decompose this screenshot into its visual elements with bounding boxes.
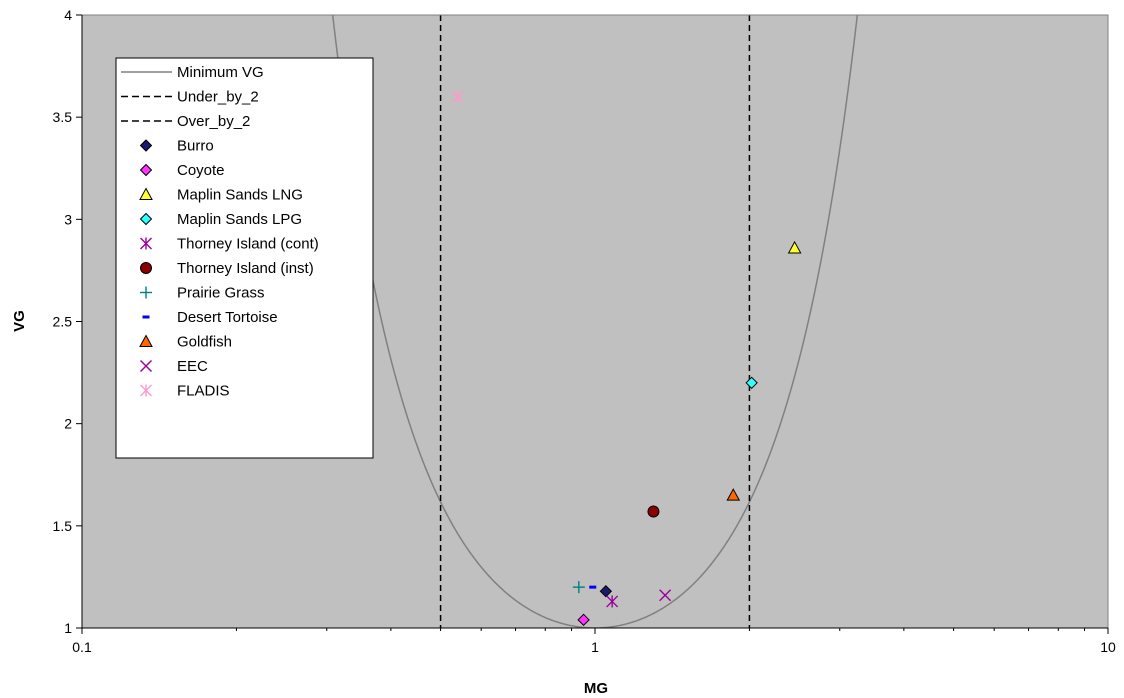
legend-label: Maplin Sands LPG [177, 211, 302, 228]
maplin-sands-lng-point [787, 240, 802, 254]
y-tick-label: 1.5 [53, 518, 73, 534]
legend-label: Coyote [177, 162, 225, 179]
legend-item-thorney-island-cont: Thorney Island (cont) [140, 236, 319, 253]
legend-label: Under_by_2 [177, 89, 259, 106]
x-axis-title: MG [584, 680, 608, 697]
y-tick-label: 4 [64, 7, 72, 23]
prairie-grass-point [572, 581, 585, 594]
maplin-sands-lpg-point [745, 376, 758, 390]
goldfish-point [726, 488, 741, 501]
legend-item-minimum-vg: Minimum VG [121, 64, 264, 81]
legend-label: Minimum VG [177, 64, 264, 81]
y-tick-label: 3.5 [53, 109, 73, 125]
coyote-point [577, 613, 590, 627]
y-tick-label: 3 [64, 211, 72, 227]
x-tick-label: 0.1 [72, 639, 92, 655]
legend-item-fladis: FLADIS [140, 383, 230, 400]
legend-label: Over_by_2 [177, 113, 250, 130]
legend: Minimum VG Under_by_2 Over_by_2 Burro Coyote… [115, 57, 374, 459]
legend-swatch [140, 286, 152, 299]
legend-label: Burro [177, 138, 214, 155]
y-tick-label: 2.5 [53, 314, 73, 330]
legend-item-thorney-island-inst: Thorney Island (inst) [140, 260, 314, 277]
legend-swatch [139, 187, 153, 200]
legend-label: FLADIS [177, 383, 230, 400]
legend-label: Thorney Island (cont) [177, 236, 319, 253]
legend-label: Prairie Grass [177, 285, 265, 302]
legend-item-over-by-2: Over_by_2 [121, 113, 250, 130]
legend-label: Goldfish [177, 334, 232, 351]
burro-point [599, 585, 613, 598]
eec-point [659, 589, 672, 602]
legend-item-goldfish: Goldfish [139, 334, 232, 351]
legend-item-prairie-grass: Prairie Grass [140, 285, 265, 302]
fladis-point [451, 90, 464, 103]
legend-item-maplin-sands-lng: Maplin Sands LNG [139, 187, 303, 204]
legend-label: Desert Tortoise [177, 309, 278, 326]
legend-swatch [139, 334, 153, 347]
y-axis-title: VG [11, 310, 28, 332]
legend-swatch [139, 163, 153, 177]
legend-item-coyote: Coyote [139, 162, 225, 179]
legend-swatch [140, 262, 152, 274]
legend-swatch [139, 212, 153, 226]
x-tick-label: 1 [591, 639, 599, 655]
legend-swatch [140, 384, 152, 397]
legend-swatch [140, 360, 152, 372]
y-tick-label: 2 [64, 416, 72, 432]
legend-item-under-by-2: Under_by_2 [121, 89, 259, 106]
legend-swatch [140, 237, 152, 250]
minimum-vg-curve [331, 15, 859, 628]
thorney-island-cont-point [606, 595, 619, 608]
legend-box [115, 57, 374, 459]
legend-label: Thorney Island (inst) [177, 260, 314, 277]
legend-item-eec: EEC [140, 358, 208, 375]
x-tick-label: 10 [1100, 639, 1116, 655]
legend-item-desert-tortoise: Desert Tortoise [142, 309, 278, 326]
legend-item-burro: Burro [139, 138, 214, 155]
legend-label: EEC [177, 358, 208, 375]
legend-swatch [139, 139, 153, 152]
y-tick-label: 1 [64, 620, 72, 636]
legend-label: Maplin Sands LNG [177, 187, 303, 204]
legend-item-maplin-sands-lpg: Maplin Sands LPG [139, 211, 302, 228]
thorney-island-inst-point [647, 505, 660, 518]
